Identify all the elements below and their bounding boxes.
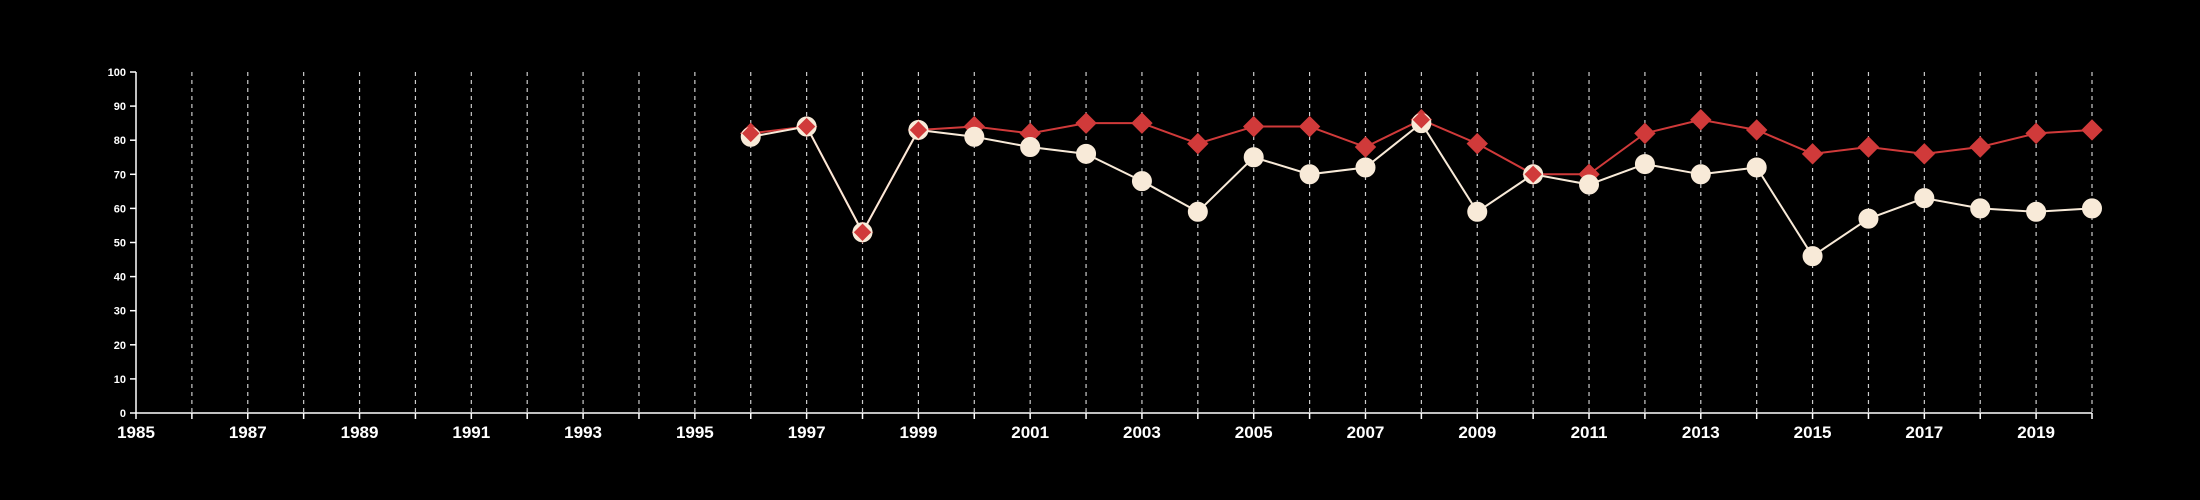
circle-point-2003 [1131, 171, 1152, 192]
y-tick-label-30: 30 [114, 306, 126, 318]
axes: 0 10 20 30 40 50 60 70 80 90 100 1985 1987 1989 1991 19… [108, 67, 2093, 442]
y-tick-label-20: 20 [114, 340, 126, 352]
x-tick-label-1985: 1985 [117, 423, 155, 442]
diamond-point-2016 [1857, 136, 1880, 158]
y-tick-label-80: 80 [114, 135, 126, 147]
circle-point-2013 [1690, 164, 1711, 185]
diamond-point-overlay-2010 [1524, 165, 1542, 184]
diamond-point-overlay-1996 [742, 124, 760, 143]
circle-point-2012 [1634, 154, 1655, 175]
x-tick-label-1987: 1987 [229, 423, 267, 442]
x-tick-label-2013: 2013 [1682, 423, 1720, 442]
diamond-point-2019 [2025, 122, 2047, 145]
circle-point-2005 [1243, 147, 1264, 168]
circle-point-2007 [1355, 157, 1376, 178]
circle-point-2002 [1076, 143, 1097, 164]
circle-point-2000 [964, 126, 985, 147]
circle-point-2011 [1579, 174, 1600, 195]
y-tick-label-40: 40 [114, 272, 126, 284]
circle-point-2014 [1746, 157, 1767, 178]
x-tick-label-2009: 2009 [1458, 423, 1496, 442]
x-tick-label-2019: 2019 [2017, 423, 2055, 442]
diamond-point-2006 [1298, 115, 1321, 138]
x-tick-label-2003: 2003 [1123, 423, 1161, 442]
diamond-point-2003 [1131, 112, 1153, 134]
diamond-point-2009 [1466, 132, 1488, 155]
diamond-point-overlay-1999 [909, 121, 928, 139]
y-tick-label-50: 50 [114, 238, 126, 250]
diamond-point-2012 [1634, 122, 1656, 145]
x-tick-label-2005: 2005 [1235, 423, 1273, 442]
x-tick-label-1997: 1997 [788, 423, 826, 442]
diamond-point-2013 [1690, 109, 1712, 131]
diamond-point-2015 [1801, 143, 1824, 165]
circle-point-2015 [1802, 246, 1823, 267]
y-tick-label-60: 60 [114, 203, 126, 215]
diamond-point-overlay-2008 [1412, 111, 1431, 129]
diamond-point-2017 [1913, 143, 1936, 165]
data-series [740, 109, 2103, 267]
y-tick-label-70: 70 [114, 169, 126, 181]
diamond-point-2007 [1354, 136, 1377, 158]
circle-point-2018 [1970, 198, 1991, 219]
x-tick-label-2017: 2017 [1905, 423, 1943, 442]
x-tick-label-2011: 2011 [1571, 423, 1608, 442]
circle-point-2016 [1858, 208, 1879, 229]
diamond-point-overlay-1998 [853, 223, 872, 241]
circle-point-2009 [1467, 201, 1488, 222]
y-tick-label-10: 10 [114, 374, 126, 386]
x-tick-label-2007: 2007 [1347, 423, 1385, 442]
x-tick-label-1991: 1991 [452, 423, 490, 442]
x-tick-label-1999: 1999 [899, 423, 937, 442]
diamond-point-2004 [1187, 132, 1209, 155]
circle-point-2001 [1020, 137, 1041, 158]
x-tick-label-1993: 1993 [564, 423, 602, 442]
y-tick-label-90: 90 [114, 101, 126, 113]
circle-point-2006 [1299, 164, 1320, 185]
diamond-point-2002 [1075, 112, 1097, 134]
x-tick-label-2001: 2001 [1011, 423, 1049, 442]
x-tick-label-1995: 1995 [676, 423, 714, 442]
diamond-point-2005 [1243, 115, 1265, 138]
circle-point-2020 [2082, 198, 2102, 219]
y-tick-label-0: 0 [120, 408, 126, 420]
diamond-point-overlay-1997 [797, 117, 816, 136]
x-tick-label-1989: 1989 [341, 423, 379, 442]
circle-point-2017 [1914, 188, 1935, 209]
diamond-point-2020 [2081, 119, 2103, 141]
circle-point-2004 [1187, 201, 1208, 222]
x-tick-label-2015: 2015 [1794, 423, 1832, 442]
circle-point-2019 [2026, 201, 2047, 222]
diamond-point-2014 [1745, 119, 1768, 141]
diamond-point-2018 [1969, 136, 1991, 158]
y-tick-label-100: 100 [108, 67, 126, 79]
